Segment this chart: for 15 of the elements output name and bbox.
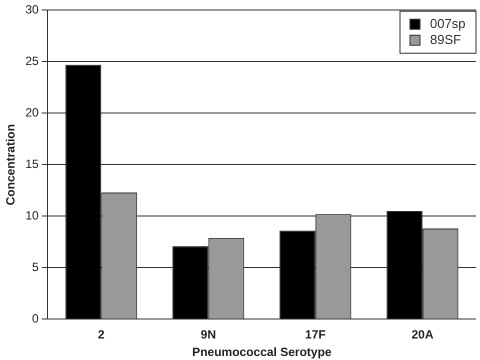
y-tick-label: 5 bbox=[32, 260, 40, 274]
y-tick-label: 15 bbox=[25, 157, 40, 172]
x-tick-label: 9N bbox=[200, 328, 216, 342]
x-tick-label: 2 bbox=[98, 328, 105, 342]
y-tick-label: 25 bbox=[25, 54, 40, 68]
y-tick-label: 30 bbox=[25, 2, 40, 17]
y-axis-title: Concentration bbox=[4, 124, 18, 206]
y-tick-label: 10 bbox=[25, 208, 40, 223]
x-axis-title: Pneumococcal Serotype bbox=[192, 345, 332, 360]
y-tick-label: 0 bbox=[32, 312, 40, 326]
legend-label: 89SF bbox=[430, 32, 462, 47]
y-tick-label: 20 bbox=[25, 106, 40, 120]
legend-label: 007sp bbox=[430, 16, 466, 31]
x-tick-label: 17F bbox=[305, 328, 326, 342]
x-tick-label: 20A bbox=[411, 328, 434, 342]
